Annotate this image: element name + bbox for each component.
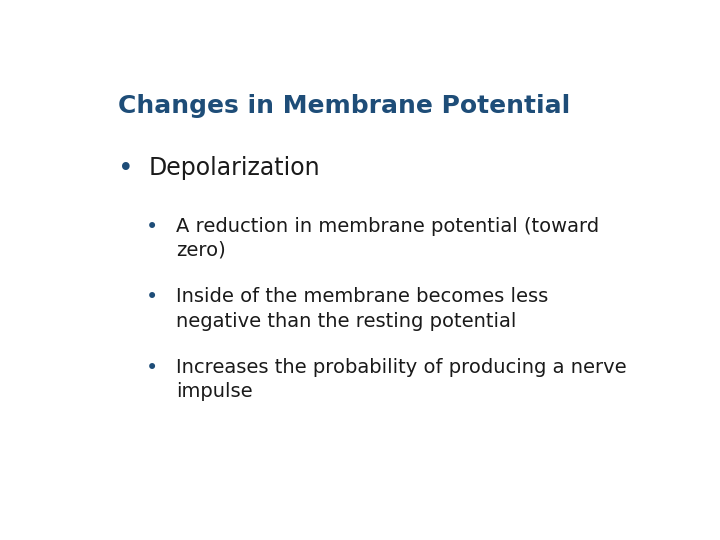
Text: •: • (145, 287, 158, 307)
Text: Changes in Membrane Potential: Changes in Membrane Potential (118, 94, 570, 118)
Text: A reduction in membrane potential (toward
zero): A reduction in membrane potential (towar… (176, 217, 600, 260)
Text: •: • (145, 358, 158, 378)
Text: Increases the probability of producing a nerve
impulse: Increases the probability of producing a… (176, 358, 627, 401)
Text: Depolarization: Depolarization (148, 156, 320, 180)
Text: Inside of the membrane becomes less
negative than the resting potential: Inside of the membrane becomes less nega… (176, 287, 549, 330)
Text: •: • (145, 217, 158, 237)
Text: •: • (118, 156, 133, 183)
